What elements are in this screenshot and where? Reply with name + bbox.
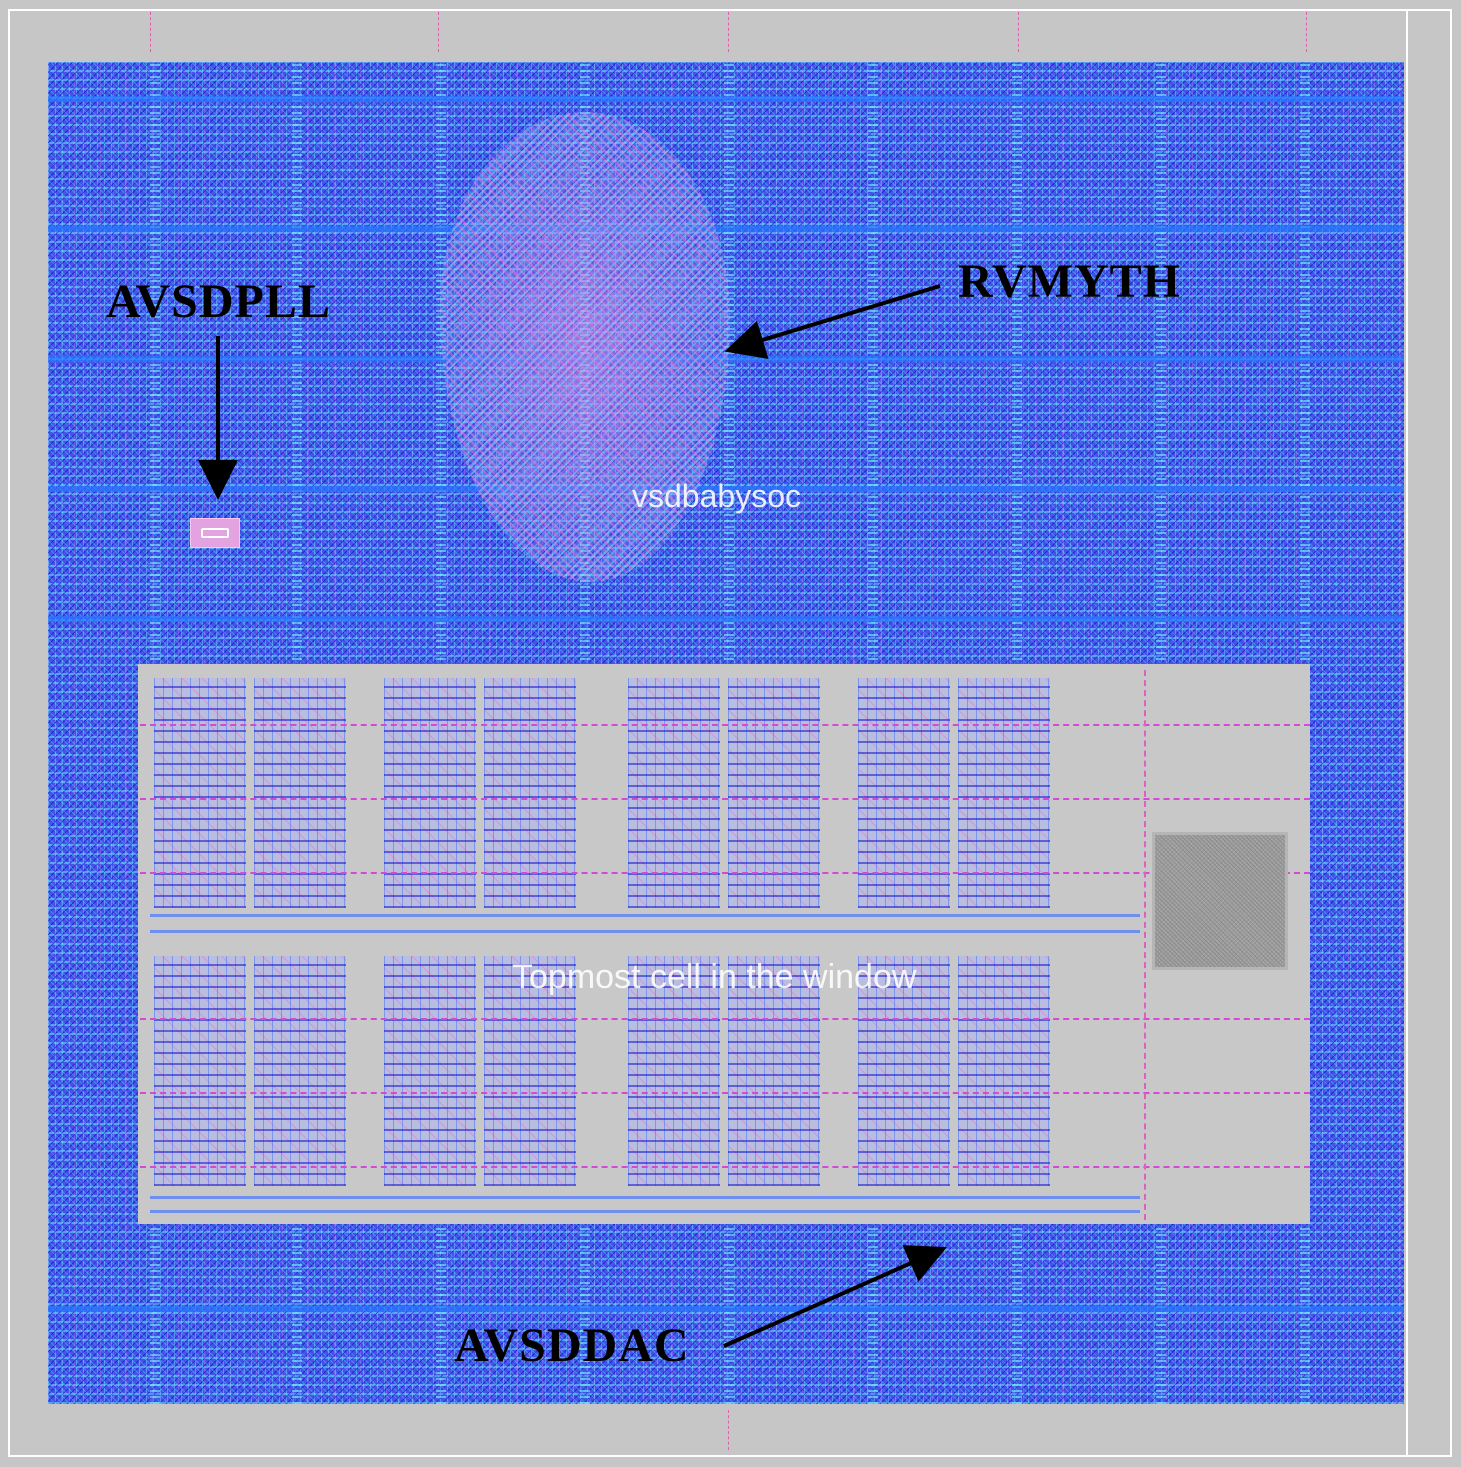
avsdpll-cell[interactable] xyxy=(190,518,240,548)
dac-column xyxy=(728,678,820,908)
dac-column xyxy=(958,678,1050,908)
guide-line xyxy=(140,1166,1310,1168)
avsddac-macro[interactable] xyxy=(138,664,1310,1224)
dac-bus-wire xyxy=(150,914,1140,917)
power-rail xyxy=(48,1306,1404,1312)
ruler-tick xyxy=(1306,12,1307,52)
viewport-frame-divider xyxy=(1406,11,1408,1455)
dac-bus-wire xyxy=(150,1210,1140,1213)
dac-column xyxy=(858,956,950,1186)
dac-column xyxy=(484,678,576,908)
dac-column xyxy=(958,956,1050,1186)
power-rail xyxy=(48,96,1404,102)
ruler-tick xyxy=(150,12,151,52)
dac-upper-row xyxy=(146,668,1141,908)
pll-cell-outline xyxy=(201,528,229,538)
dac-column xyxy=(628,956,720,1186)
rvmyth-arrow xyxy=(724,284,941,359)
dac-arrow xyxy=(723,1245,947,1348)
dac-bus-wire xyxy=(150,1196,1140,1199)
avsdpll-annotation: AVSDPLL xyxy=(106,275,331,328)
guide-line xyxy=(140,1092,1310,1094)
guide-line xyxy=(140,1018,1310,1020)
dac-column xyxy=(254,678,346,908)
dac-bus-wire xyxy=(150,930,1140,933)
dac-column xyxy=(154,956,246,1186)
dac-column xyxy=(728,956,820,1186)
dac-column xyxy=(254,956,346,1186)
ruler-tick xyxy=(1018,12,1019,52)
guide-line xyxy=(140,798,1310,800)
power-rail xyxy=(48,486,1404,492)
dac-column xyxy=(484,956,576,1186)
ruler-tick xyxy=(728,12,729,52)
ruler-tick xyxy=(438,12,439,52)
power-rail xyxy=(48,226,1404,232)
guide-line xyxy=(140,724,1310,726)
viewport-frame xyxy=(8,9,1452,1457)
guide-line xyxy=(140,872,1310,874)
window-cell-label: Topmost cell in the window xyxy=(512,958,917,996)
avsddac-annotation: AVSDDAC xyxy=(454,1319,690,1372)
rvmyth-annotation: RVMYTH xyxy=(958,255,1181,308)
dac-column xyxy=(384,956,476,1186)
top-cell-label: vsdbabysoc xyxy=(632,478,801,514)
dac-column xyxy=(628,678,720,908)
dac-column xyxy=(858,678,950,908)
dac-output-pad[interactable] xyxy=(1152,832,1288,970)
dac-lower-row xyxy=(146,946,1141,1186)
ruler-tick xyxy=(728,1410,729,1450)
guide-line xyxy=(1144,670,1146,1220)
rvmyth-core-region[interactable] xyxy=(440,112,730,582)
dac-column xyxy=(154,678,246,908)
dac-column xyxy=(384,678,476,908)
power-rail xyxy=(48,616,1404,622)
